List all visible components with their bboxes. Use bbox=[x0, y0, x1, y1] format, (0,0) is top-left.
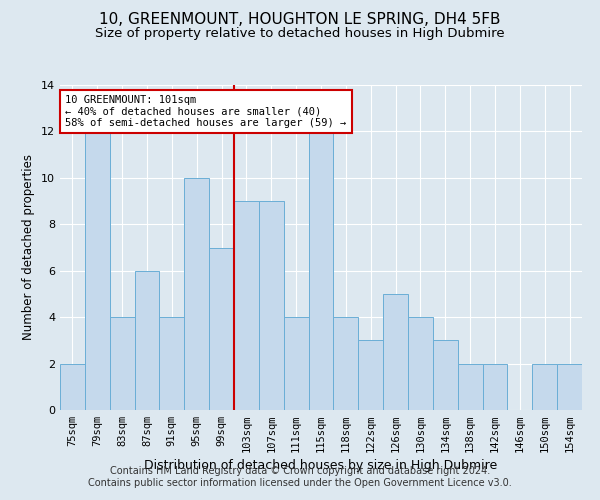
Text: Contains HM Land Registry data © Crown copyright and database right 2024.
Contai: Contains HM Land Registry data © Crown c… bbox=[88, 466, 512, 487]
Bar bbox=[308, 132, 334, 410]
X-axis label: Distribution of detached houses by size in High Dubmire: Distribution of detached houses by size … bbox=[145, 460, 497, 472]
Bar bbox=[358, 340, 383, 410]
Bar bbox=[209, 248, 234, 410]
Text: Size of property relative to detached houses in High Dubmire: Size of property relative to detached ho… bbox=[95, 28, 505, 40]
Bar bbox=[334, 317, 358, 410]
Bar bbox=[134, 270, 160, 410]
Bar bbox=[532, 364, 557, 410]
Bar bbox=[85, 132, 110, 410]
Bar bbox=[458, 364, 482, 410]
Bar bbox=[184, 178, 209, 410]
Text: 10 GREENMOUNT: 101sqm
← 40% of detached houses are smaller (40)
58% of semi-deta: 10 GREENMOUNT: 101sqm ← 40% of detached … bbox=[65, 94, 346, 128]
Bar bbox=[433, 340, 458, 410]
Bar bbox=[110, 317, 134, 410]
Bar bbox=[408, 317, 433, 410]
Bar bbox=[383, 294, 408, 410]
Bar bbox=[234, 201, 259, 410]
Bar bbox=[160, 317, 184, 410]
Bar bbox=[284, 317, 308, 410]
Y-axis label: Number of detached properties: Number of detached properties bbox=[22, 154, 35, 340]
Bar bbox=[482, 364, 508, 410]
Text: 10, GREENMOUNT, HOUGHTON LE SPRING, DH4 5FB: 10, GREENMOUNT, HOUGHTON LE SPRING, DH4 … bbox=[99, 12, 501, 28]
Bar bbox=[60, 364, 85, 410]
Bar bbox=[557, 364, 582, 410]
Bar bbox=[259, 201, 284, 410]
